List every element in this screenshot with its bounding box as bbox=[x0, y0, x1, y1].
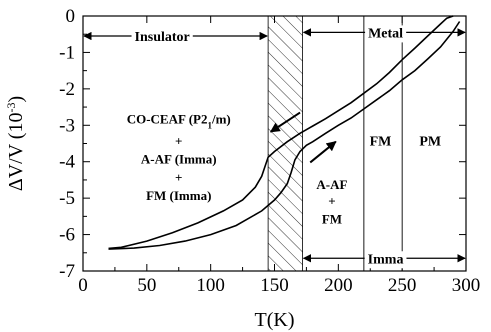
lbl-insulator-bg bbox=[131, 29, 193, 47]
x-tick-label-250: 250 bbox=[388, 275, 417, 296]
insulator-label: Insulator bbox=[135, 30, 190, 45]
x-tick-label-0: 0 bbox=[78, 275, 88, 296]
hysteresis-arrows bbox=[269, 111, 337, 164]
y-tick-label--7: -7 bbox=[59, 261, 75, 282]
y-axis-label: ΔV/V (10-3) bbox=[4, 96, 27, 191]
phase-line-fm: FM (Imma) bbox=[146, 188, 211, 203]
phase-line-aaf: A-AF (Imma) bbox=[141, 152, 217, 167]
lbl-metal-bg bbox=[365, 25, 407, 43]
mixed-line-aaf: A-AF bbox=[316, 177, 347, 192]
phase-boundary-lines bbox=[363, 16, 403, 271]
pm-label: PM bbox=[419, 134, 441, 149]
cooling-arrow bbox=[269, 111, 301, 133]
mixed-plus: + bbox=[328, 193, 335, 208]
warming-arrow bbox=[309, 140, 337, 164]
y-tick-label--2: -2 bbox=[59, 79, 75, 100]
x-tick-label-50: 50 bbox=[137, 275, 156, 296]
x-axis-label: T(K) bbox=[255, 309, 295, 331]
x-tick-label-200: 200 bbox=[324, 275, 353, 296]
y-tick-label--4: -4 bbox=[59, 152, 75, 173]
y-tick-label--3: -3 bbox=[59, 115, 75, 136]
phase-line-coceaf: CO-CEAF (P21/m) bbox=[127, 111, 231, 130]
mixed-line-fm: FM bbox=[322, 212, 342, 227]
imma-label: Imma bbox=[368, 252, 404, 267]
fm-label: FM bbox=[370, 134, 392, 149]
axis-ticks bbox=[82, 15, 467, 272]
x-tick-label-100: 100 bbox=[196, 275, 225, 296]
x-tick-label-150: 150 bbox=[260, 275, 289, 296]
y-tick-label--1: -1 bbox=[59, 42, 75, 63]
lbl-imma-bg bbox=[364, 251, 407, 269]
y-tick-label--6: -6 bbox=[59, 225, 75, 246]
tick-labels: 0 50 100 150 200 250 300 0 -1 -2 -3 -4 -5 -6 -7 bbox=[59, 6, 480, 296]
metal-label: Metal bbox=[368, 26, 403, 41]
x-tick-label-300: 300 bbox=[452, 275, 481, 296]
y-tick-label-0: 0 bbox=[66, 6, 76, 27]
phase-plus-1: + bbox=[175, 133, 182, 148]
series-upper bbox=[108, 15, 454, 250]
series-lower bbox=[108, 21, 461, 250]
series-group bbox=[108, 15, 461, 250]
phase-plus-2: + bbox=[175, 170, 182, 185]
y-tick-label--5: -5 bbox=[59, 188, 75, 209]
